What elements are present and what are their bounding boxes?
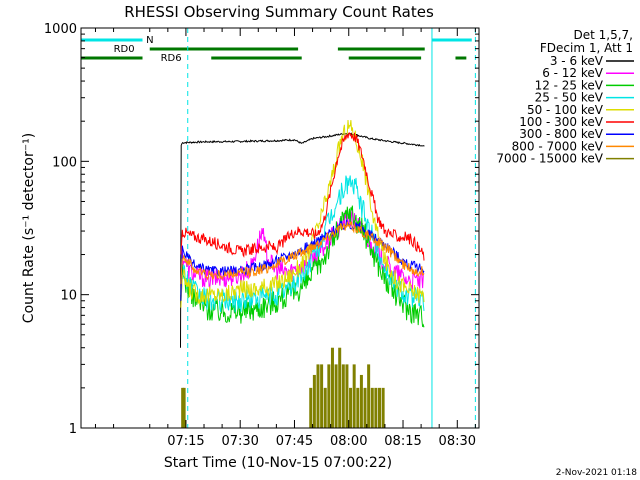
high-energy-bar (363, 387, 367, 428)
series-line (180, 221, 425, 285)
high-energy-bar (345, 364, 349, 428)
legend-header-line-2: FDecim 1, Att 1 (540, 41, 633, 55)
legend-label: 7000 - 15000 keV (496, 152, 603, 166)
high-energy-bar (316, 364, 320, 428)
high-energy-bar (341, 364, 345, 428)
legend-label: 12 - 25 keV (535, 78, 604, 92)
high-energy-bar (352, 364, 356, 428)
y-tick-label: 1 (69, 422, 77, 437)
high-energy-bar (182, 387, 186, 428)
x-tick-label: 08:00 (330, 434, 367, 449)
series-lines (180, 119, 425, 348)
x-axis-label: Start Time (10-Nov-15 07:00:22) (164, 455, 392, 471)
high-energy-bar (323, 387, 327, 428)
series-line (180, 119, 425, 308)
legend-label: 800 - 7000 keV (512, 139, 604, 153)
series-line (180, 132, 425, 348)
legend-label: 300 - 800 keV (519, 127, 603, 141)
legend-label: 3 - 6 keV (550, 54, 604, 68)
high-energy-bar (359, 374, 363, 428)
high-energy-bar (312, 374, 316, 428)
x-tick-label: 07:30 (221, 434, 258, 449)
x-tick-label: 08:30 (439, 434, 476, 449)
high-energy-bar (309, 387, 313, 428)
legend-label: 25 - 50 keV (535, 91, 604, 105)
y-tick-label: 1000 (44, 22, 77, 37)
status-bar-label: RD0 (114, 44, 135, 55)
plot-frame (80, 27, 480, 429)
high-energy-bar (327, 364, 331, 428)
high-energy-bar (334, 364, 338, 428)
high-energy-bar (320, 364, 324, 428)
high-energy-bar (370, 387, 374, 428)
high-energy-bar (338, 347, 342, 428)
high-energy-bars (181, 347, 385, 428)
status-bar-label: RD6 (161, 53, 182, 64)
legend-header-line-1: Det 1,5,7, (574, 28, 634, 42)
high-energy-bar (374, 387, 378, 428)
attenuator-lines (80, 28, 476, 428)
x-tick-label: 08:15 (384, 434, 421, 449)
series-line (180, 132, 425, 261)
high-energy-bar (378, 387, 381, 428)
y-axis-label: Count Rate (s⁻¹ detector⁻¹) (21, 133, 37, 323)
chart-title: RHESSI Observing Summary Count Rates (124, 3, 434, 21)
series-line (180, 175, 425, 313)
legend-label: 6 - 12 keV (542, 66, 604, 80)
legend-label: 50 - 100 keV (527, 103, 604, 117)
high-energy-bar (367, 364, 371, 428)
legend-label: 100 - 300 keV (519, 115, 603, 129)
high-energy-bar (381, 387, 385, 428)
y-tick-label: 10 (60, 289, 77, 304)
y-tick-label: 100 (52, 155, 77, 170)
high-energy-bar (330, 347, 334, 428)
axes: 1 10 100 1000 07:15 07:30 07:45 08:00 08:15 08:30 (44, 22, 479, 449)
series-line (180, 219, 425, 301)
plot-timestamp: 2-Nov-2021 01:18 (556, 468, 638, 478)
x-tick-label: 07:15 (167, 434, 204, 449)
x-tick-label: 07:45 (276, 434, 313, 449)
status-bar-label: N (146, 35, 153, 46)
high-energy-bar (356, 387, 360, 428)
status-bars: N RD0 RD6 (81, 35, 472, 64)
high-energy-bar (349, 387, 353, 428)
